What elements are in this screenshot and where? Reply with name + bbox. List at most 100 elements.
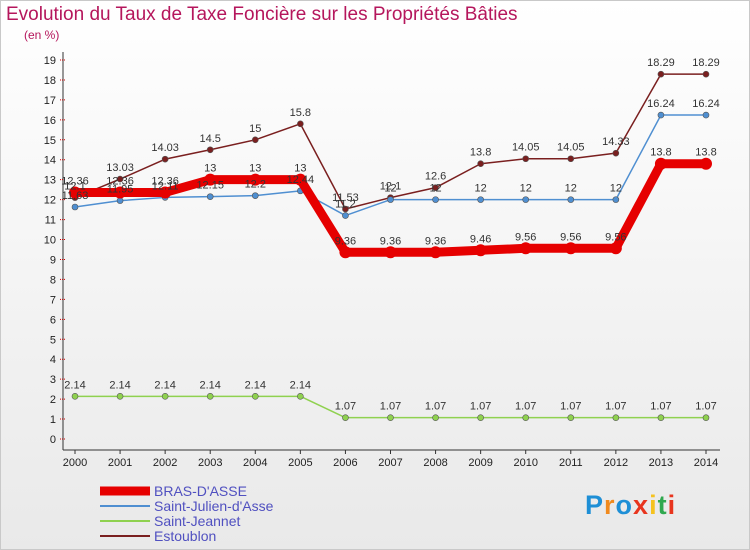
data-point — [432, 184, 439, 191]
data-point — [477, 196, 484, 203]
data-label: 13.8 — [470, 147, 491, 159]
data-label: 12 — [610, 183, 622, 195]
data-label: 12 — [520, 183, 532, 195]
data-point — [612, 149, 620, 157]
data-point — [297, 120, 304, 128]
data-point — [702, 414, 710, 421]
data-label: 13 — [294, 163, 306, 175]
data-point — [567, 196, 575, 203]
data-label: 13.8 — [650, 147, 671, 159]
x-tick-label: 2000 — [63, 457, 87, 469]
data-point — [71, 203, 79, 211]
data-point — [342, 414, 349, 421]
logo-letter: o — [615, 490, 634, 520]
y-tick-label: 9 — [50, 254, 56, 266]
y-tick-label: 5 — [50, 334, 56, 346]
legend-label: Saint-Julien-d'Asse — [154, 498, 274, 514]
logo-letter: t — [657, 490, 668, 520]
data-point — [116, 197, 124, 204]
data-label: 9.46 — [470, 233, 491, 245]
x-tick-label: 2005 — [288, 457, 312, 469]
x-tick-label: 2001 — [108, 457, 132, 469]
data-point — [612, 196, 620, 203]
data-label: 13 — [249, 163, 261, 175]
data-label: 16.24 — [692, 98, 720, 110]
data-point — [567, 414, 575, 421]
data-label: 11.63 — [62, 190, 89, 202]
data-label: 1.07 — [695, 401, 716, 413]
data-label: 1.07 — [335, 401, 356, 413]
data-label: 14.33 — [602, 136, 630, 148]
data-label: 11.53 — [332, 192, 359, 204]
data-label: 1.07 — [605, 401, 626, 413]
data-label: 13.8 — [695, 147, 716, 159]
data-label: 12 — [384, 183, 396, 195]
data-point — [522, 414, 530, 421]
x-tick-label: 2009 — [468, 457, 492, 469]
data-point — [429, 246, 442, 259]
y-tick-label: 2 — [50, 394, 56, 406]
y-tick-label: 3 — [50, 374, 56, 386]
data-point — [161, 393, 169, 400]
proxiti-logo: Proxiti — [585, 490, 676, 521]
chart-title: Evolution du Taux de Taxe Foncière sur l… — [6, 4, 518, 25]
data-label: 12.1 — [380, 181, 401, 193]
y-tick-label: 17 — [44, 95, 56, 107]
data-point — [297, 393, 304, 400]
data-label: 14.05 — [512, 142, 540, 154]
data-point — [251, 136, 259, 144]
data-label: 18.29 — [647, 57, 675, 69]
y-tick-label: 16 — [44, 115, 56, 127]
legend-label: Estoublon — [154, 528, 216, 544]
data-label: 1.07 — [425, 401, 446, 413]
data-point — [654, 157, 667, 170]
data-label: 12.2 — [245, 179, 266, 191]
data-label: 15 — [249, 123, 261, 135]
data-label: 12.1 — [64, 181, 85, 193]
data-label: 12.15 — [196, 180, 224, 192]
data-label: 1.07 — [560, 401, 581, 413]
series-bras-d-asse — [69, 157, 712, 259]
x-tick-label: 2004 — [243, 457, 267, 469]
data-label: 12.36 — [151, 175, 179, 187]
data-point — [702, 111, 710, 119]
data-point — [251, 393, 259, 400]
data-point — [69, 186, 81, 199]
data-label: 14.5 — [200, 133, 221, 145]
data-point — [384, 246, 397, 259]
data-point — [609, 242, 622, 255]
data-point — [657, 414, 665, 421]
data-label: 14.05 — [557, 142, 585, 154]
data-point — [206, 146, 214, 154]
logo-letter: x — [633, 490, 650, 520]
data-point — [564, 242, 577, 255]
data-point — [657, 111, 665, 119]
data-point — [114, 186, 127, 199]
data-label: 12.36 — [106, 175, 134, 187]
data-label: 15.8 — [290, 107, 311, 119]
data-label: 9.36 — [335, 235, 356, 247]
data-point — [387, 196, 394, 203]
y-axis-unit: (en %) — [24, 28, 60, 42]
data-label: 12.36 — [61, 175, 89, 187]
y-tick-label: 0 — [50, 434, 56, 446]
legend-label: Saint-Jeannet — [154, 513, 241, 529]
data-label: 12.44 — [287, 174, 315, 186]
y-tick-label: 15 — [44, 135, 56, 147]
data-point — [387, 414, 394, 421]
y-tick-label: 4 — [50, 354, 56, 366]
logo-letter: P — [585, 490, 605, 520]
data-point — [342, 205, 349, 213]
y-tick-label: 18 — [44, 75, 56, 87]
data-label: 1.07 — [470, 401, 491, 413]
data-point — [657, 70, 665, 78]
data-label: 13.03 — [106, 162, 134, 174]
data-label: 2.14 — [245, 379, 266, 391]
y-tick-label: 11 — [45, 215, 56, 227]
data-label: 1.07 — [380, 401, 401, 413]
y-tick-label: 6 — [50, 314, 56, 326]
data-point — [522, 155, 530, 163]
data-point — [251, 192, 259, 199]
